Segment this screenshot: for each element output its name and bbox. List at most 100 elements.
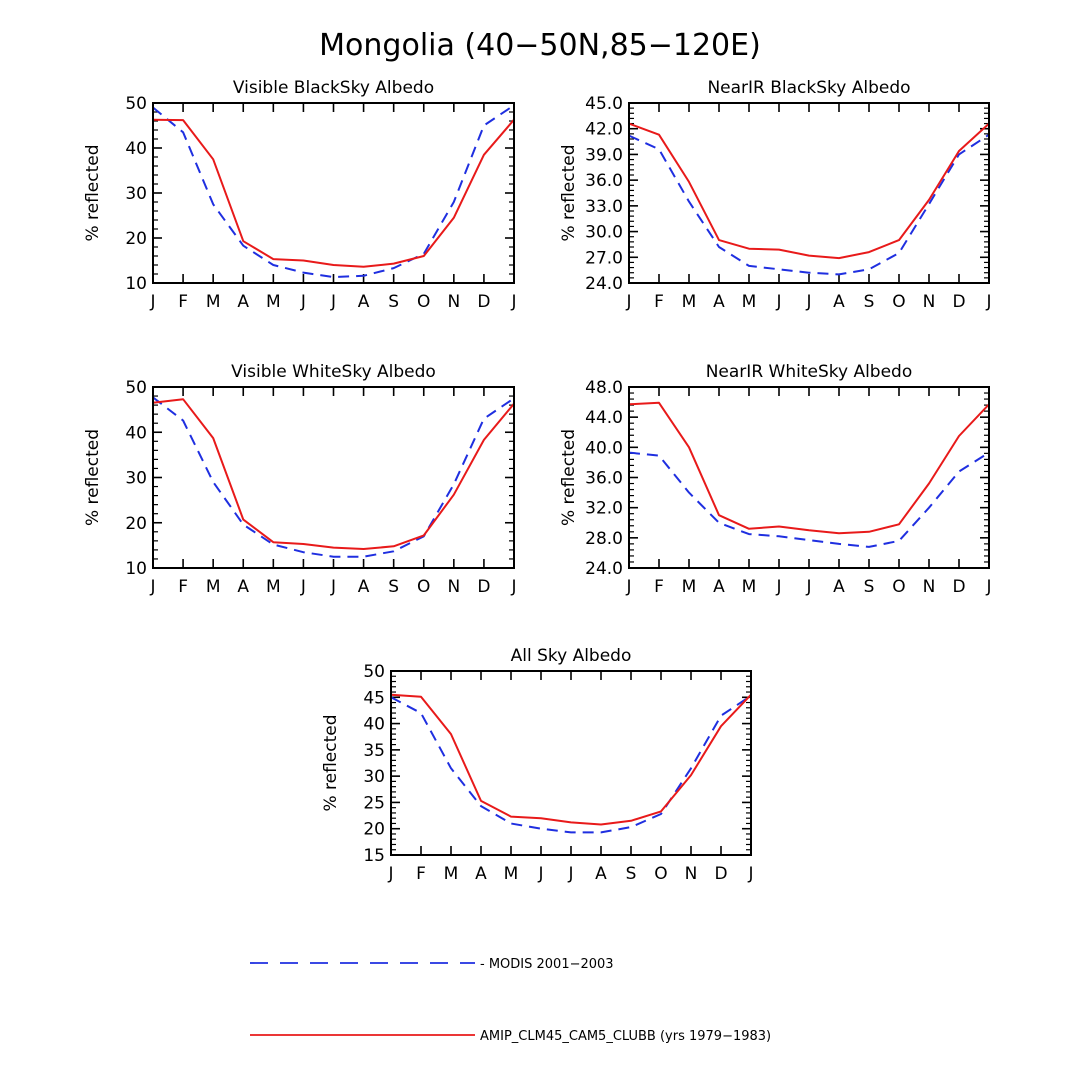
- y-tick-label: 24.0: [585, 559, 623, 579]
- y-tick-label: 45: [363, 688, 385, 708]
- panel-title: All Sky Albedo: [511, 646, 632, 666]
- x-tick-label: J: [775, 577, 781, 597]
- y-tick-label: 24.0: [585, 274, 623, 294]
- series-line-modis: [390, 694, 752, 834]
- y-axis-label: % reflected: [83, 144, 103, 241]
- plot-frame: [152, 102, 515, 284]
- y-tick-label: 50: [363, 662, 385, 682]
- x-tick-label: A: [237, 577, 249, 597]
- x-tick-label: M: [206, 577, 221, 597]
- y-tick-label: 10: [125, 559, 147, 579]
- plot-frame: [628, 102, 990, 284]
- x-tick-label: J: [510, 577, 516, 597]
- x-tick-label: S: [626, 864, 637, 884]
- x-tick-label: J: [567, 864, 573, 884]
- y-axis-label: % reflected: [83, 429, 103, 526]
- x-tick-label: N: [923, 577, 936, 597]
- x-tick-label: D: [477, 577, 490, 597]
- y-tick-label: 30.0: [585, 223, 623, 243]
- x-tick-label: D: [952, 292, 965, 312]
- series-line-model: [152, 398, 515, 550]
- series-line-model: [628, 401, 990, 535]
- y-tick-label: 36.0: [585, 171, 623, 191]
- y-tick-label: 28.0: [585, 529, 623, 549]
- x-tick-label: F: [416, 864, 426, 884]
- x-tick-label: A: [833, 577, 845, 597]
- y-tick-label: 30: [125, 184, 147, 204]
- x-tick-label: F: [178, 577, 188, 597]
- x-tick-label: J: [985, 577, 991, 597]
- x-tick-label: J: [510, 292, 516, 312]
- x-tick-label: O: [417, 577, 430, 597]
- x-tick-label: O: [892, 292, 905, 312]
- x-tick-label: M: [682, 292, 697, 312]
- x-tick-label: O: [654, 864, 667, 884]
- x-tick-label: F: [654, 577, 664, 597]
- x-tick-label: S: [388, 292, 399, 312]
- panel-title: NearIR WhiteSky Albedo: [706, 362, 913, 382]
- x-tick-label: J: [747, 864, 753, 884]
- series-line-model: [628, 122, 990, 260]
- y-tick-label: 42.0: [585, 120, 623, 140]
- legend: - MODIS 2001−2003 AMIP_CLM45_CAM5_CLUBB …: [250, 957, 771, 1044]
- figure-title: Mongolia (40−50N,85−120E): [319, 28, 761, 63]
- y-tick-label: 40: [363, 715, 385, 735]
- legend-label-modis: - MODIS 2001−2003: [480, 957, 614, 972]
- x-tick-label: J: [330, 292, 336, 312]
- x-tick-label: N: [685, 864, 698, 884]
- x-tick-label: M: [682, 577, 697, 597]
- plot-frame: [390, 670, 752, 856]
- y-tick-label: 40: [125, 139, 147, 159]
- x-tick-label: J: [985, 292, 991, 312]
- series-line-modis: [628, 451, 990, 548]
- x-tick-label: N: [923, 292, 936, 312]
- x-tick-label: J: [387, 864, 393, 884]
- x-tick-label: J: [805, 292, 811, 312]
- panel-title: NearIR BlackSky Albedo: [707, 78, 910, 98]
- y-tick-label: 48.0: [585, 378, 623, 398]
- x-tick-label: N: [447, 292, 460, 312]
- x-tick-label: A: [237, 292, 249, 312]
- x-tick-label: J: [330, 577, 336, 597]
- x-tick-label: O: [892, 577, 905, 597]
- x-tick-label: O: [417, 292, 430, 312]
- x-tick-label: M: [266, 577, 281, 597]
- x-tick-label: A: [595, 864, 607, 884]
- y-tick-label: 44.0: [585, 408, 623, 428]
- series-line-modis: [628, 133, 990, 276]
- x-tick-label: D: [952, 577, 965, 597]
- y-axis-label: % reflected: [559, 144, 579, 241]
- legend-label-model: AMIP_CLM45_CAM5_CLUBB (yrs 1979−1983): [480, 1029, 771, 1044]
- y-tick-label: 32.0: [585, 499, 623, 519]
- y-tick-label: 20: [125, 514, 147, 534]
- x-tick-label: S: [388, 577, 399, 597]
- x-tick-label: D: [477, 292, 490, 312]
- y-tick-label: 39.0: [585, 145, 623, 165]
- x-tick-label: S: [864, 577, 875, 597]
- x-tick-label: M: [266, 292, 281, 312]
- y-tick-label: 30: [363, 767, 385, 787]
- series-line-model: [390, 693, 752, 826]
- x-tick-label: J: [775, 292, 781, 312]
- x-tick-label: M: [444, 864, 459, 884]
- panel-title: Visible BlackSky Albedo: [233, 78, 434, 98]
- x-tick-label: J: [625, 292, 631, 312]
- y-tick-label: 45.0: [585, 94, 623, 114]
- x-tick-label: M: [504, 864, 519, 884]
- y-tick-label: 30: [125, 469, 147, 489]
- x-tick-label: F: [654, 292, 664, 312]
- x-tick-label: A: [713, 292, 725, 312]
- y-tick-label: 20: [363, 820, 385, 840]
- series-line-modis: [152, 396, 515, 558]
- y-tick-label: 50: [125, 94, 147, 114]
- y-tick-label: 27.0: [585, 248, 623, 268]
- y-tick-label: 35: [363, 741, 385, 761]
- x-tick-label: S: [864, 292, 875, 312]
- y-tick-label: 50: [125, 378, 147, 398]
